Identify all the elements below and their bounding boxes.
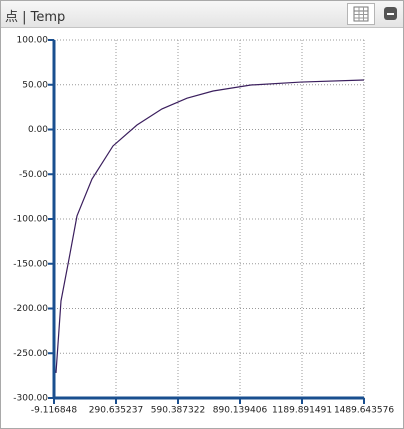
y-tick-label: 50.00 [22, 80, 48, 90]
x-tick-label: 1489.643576 [334, 406, 394, 416]
window-title: 点 | Temp [5, 10, 66, 25]
x-tick-label: 590.387322 [151, 406, 205, 416]
chart: 100.00 50.00 0.00 -50.00 -100.00 -150.00 -200.… [13, 36, 394, 416]
table-button[interactable] [347, 3, 375, 25]
x-tick-label: 1189.891491 [272, 406, 332, 416]
x-tick-label: -9.116848 [31, 406, 77, 416]
y-tick-label: -50.00 [19, 170, 48, 180]
x-tick-label: 890.139406 [213, 406, 268, 416]
y-tick-label: -150.00 [13, 259, 48, 269]
series-line [55, 79, 365, 373]
y-tick-label: -200.00 [13, 304, 48, 314]
y-tick-label: -250.00 [13, 349, 48, 359]
y-tick-label: 100.00 [17, 36, 49, 46]
title-bar: 点 | Temp [1, 1, 403, 28]
x-tick-label: 290.635237 [89, 406, 143, 416]
minimize-button[interactable] [384, 7, 397, 20]
y-tick-label: -300.00 [13, 394, 48, 404]
y-tick-label: 0.00 [28, 125, 48, 135]
y-tick-label: -100.00 [13, 215, 48, 225]
table-icon [353, 6, 369, 22]
